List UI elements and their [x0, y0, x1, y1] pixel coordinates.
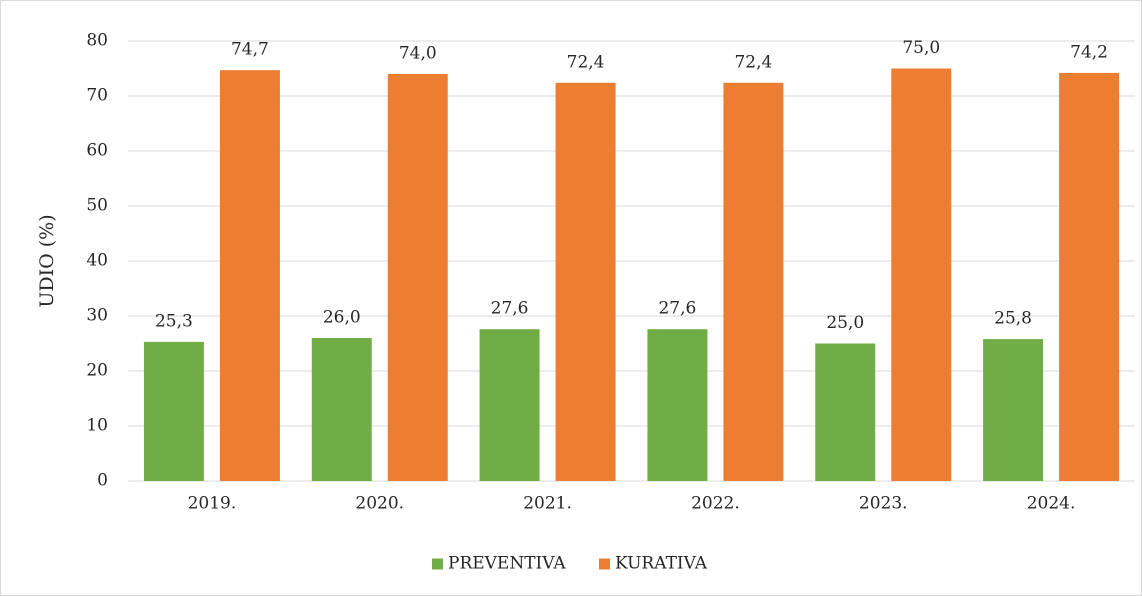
data-label: 25,0 [826, 313, 864, 333]
y-tick-label: 0 [97, 471, 108, 491]
bar [555, 82, 616, 482]
y-tick-label: 80 [86, 31, 108, 51]
data-label: 74,2 [1070, 42, 1108, 62]
data-label: 25,8 [994, 309, 1032, 329]
bar [479, 329, 540, 481]
legend-swatch [599, 558, 610, 570]
data-label: 72,4 [734, 52, 772, 72]
x-tick-label: 2021. [523, 494, 572, 514]
y-tick-label: 20 [86, 361, 108, 381]
data-label: 74,0 [399, 44, 437, 64]
bar [387, 74, 448, 481]
bar [983, 339, 1044, 481]
y-tick-label: 70 [86, 86, 108, 106]
y-tick-label: 10 [86, 416, 108, 436]
data-label: 27,6 [491, 299, 529, 319]
x-tick-label: 2024. [1027, 494, 1076, 514]
bar [647, 329, 708, 481]
legend-swatch [432, 558, 443, 570]
legend-label: PREVENTIVA [448, 554, 566, 574]
y-axis-label: UDIO (%) [36, 214, 58, 307]
bar [143, 341, 204, 481]
data-label: 75,0 [902, 38, 940, 58]
y-tick-label: 30 [86, 306, 108, 326]
bar [219, 70, 280, 482]
data-label: 25,3 [155, 311, 193, 331]
bar [815, 343, 876, 481]
data-label: 72,4 [567, 52, 605, 72]
data-label: 26,0 [323, 308, 361, 328]
bar [891, 68, 952, 481]
y-tick-label: 50 [86, 196, 108, 216]
bar [723, 82, 784, 482]
x-tick-label: 2022. [691, 494, 740, 514]
legend-label: KURATIVA [615, 554, 708, 574]
x-tick-label: 2019. [188, 494, 237, 514]
y-tick-label: 40 [86, 251, 108, 271]
y-tick-label: 60 [86, 141, 108, 161]
x-tick-label: 2020. [355, 494, 404, 514]
bar [311, 338, 372, 481]
data-label: 74,7 [231, 40, 269, 60]
data-label: 27,6 [658, 299, 696, 319]
bar [1059, 72, 1120, 482]
x-tick-label: 2023. [859, 494, 908, 514]
